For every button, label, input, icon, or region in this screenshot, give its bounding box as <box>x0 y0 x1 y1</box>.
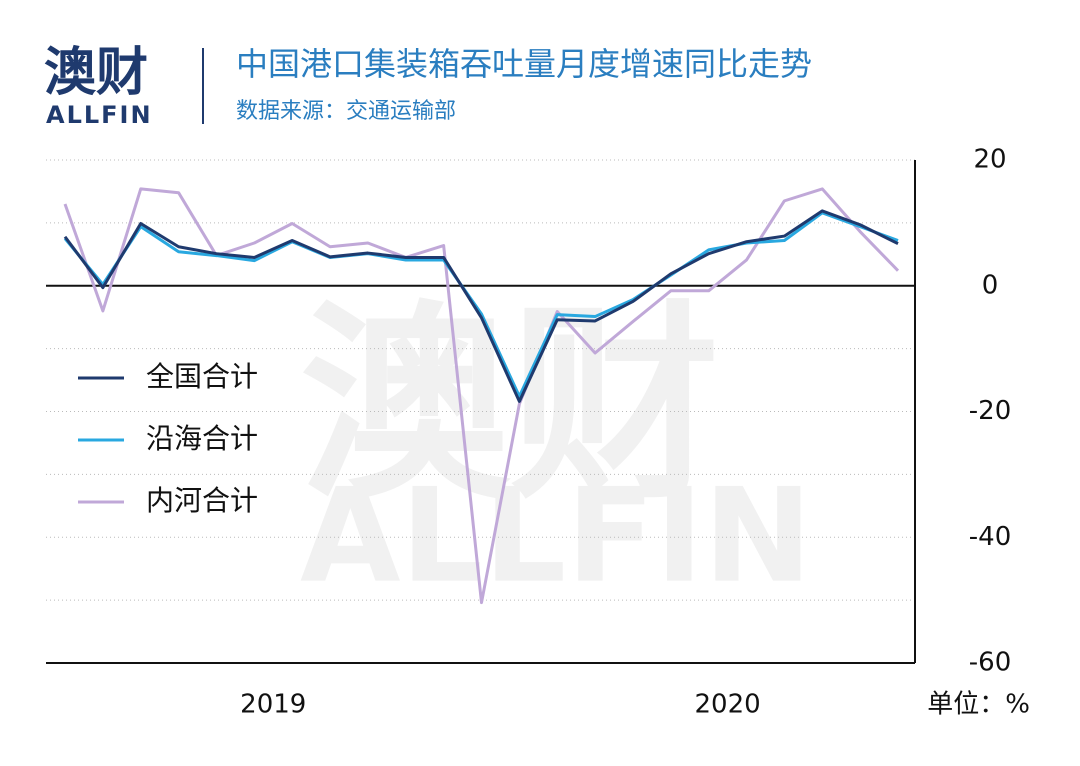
legend-label: 全国合计 <box>146 360 258 393</box>
series-line <box>63 211 899 398</box>
logo-text: ALLFIN <box>46 101 153 129</box>
series-line <box>63 209 899 403</box>
x-group-label: 2019 <box>240 690 306 720</box>
y-tick-label: -20 <box>969 396 1011 426</box>
watermark: 澳财 <box>300 283 720 528</box>
x-group-label: 2020 <box>695 690 761 720</box>
chart-title: 中国港口集装箱吞吐量月度增速同比走势 <box>236 45 812 83</box>
y-tick-label: -40 <box>969 522 1011 552</box>
legend-label: 沿海合计 <box>146 422 258 455</box>
logo: 澳财 <box>44 43 148 103</box>
unit-label: 单位：% <box>927 690 1030 720</box>
watermark: ALLFIN <box>300 460 812 612</box>
y-tick-label: 0 <box>982 270 999 300</box>
chart-subtitle: 数据来源：交通运输部 <box>236 99 456 124</box>
y-tick-label: 20 <box>973 145 1006 175</box>
y-tick-label: -60 <box>969 648 1011 678</box>
legend-label: 内河合计 <box>146 484 258 517</box>
